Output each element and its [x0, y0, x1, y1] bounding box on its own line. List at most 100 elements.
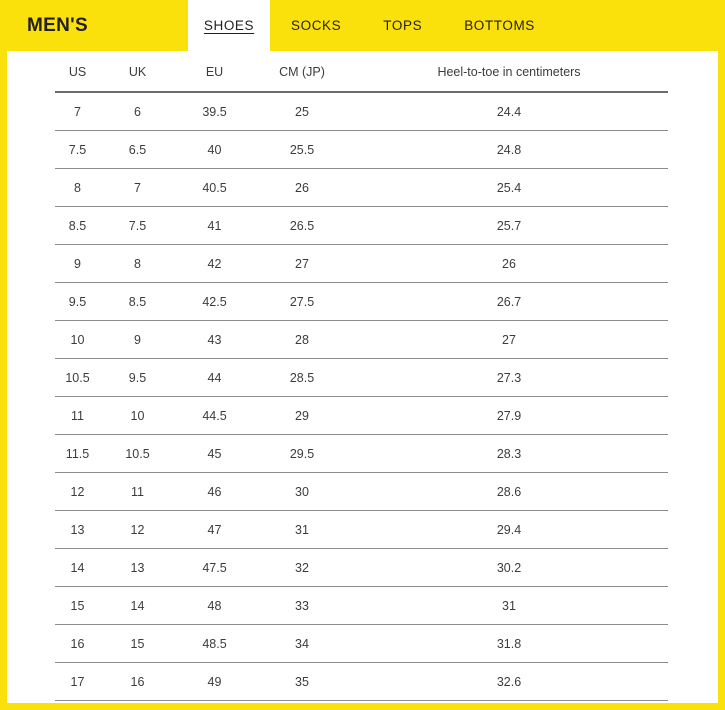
- table-cell: 39.5: [175, 92, 254, 131]
- table-cell: 42.5: [175, 282, 254, 321]
- table-cell: 15: [100, 624, 175, 663]
- table-cell: 40.5: [175, 168, 254, 207]
- table-header-row: US UK EU CM (JP) Heel-to-toe in centimeters: [55, 51, 668, 93]
- tab-shoes[interactable]: SHOES: [188, 0, 270, 51]
- size-conversion-table: US UK EU CM (JP) Heel-to-toe in centimeters …: [55, 51, 668, 701]
- table-cell: 25.7: [350, 206, 668, 245]
- table-row: 8.5 7.5 41 26.5 25.7: [55, 206, 668, 245]
- table-row: 13 12 47 31 29.4: [55, 510, 668, 549]
- table-cell: 9.5: [55, 282, 100, 321]
- table-cell: 26: [254, 168, 350, 207]
- table-cell: 30.2: [350, 548, 668, 587]
- table-cell: 27: [350, 320, 668, 359]
- table-cell: 7: [55, 92, 100, 131]
- table-cell: 11.5: [55, 434, 100, 473]
- table-cell: 28.6: [350, 472, 668, 511]
- table-body: 7 6 39.5 25 24.4 7.5 6.5 40 25.5 24.8 8 7 40.5 26 25.4…: [55, 92, 668, 701]
- table-row: 14 13 47.5 32 30.2: [55, 548, 668, 587]
- table-cell: 27.5: [254, 282, 350, 321]
- column-header: US: [55, 51, 100, 93]
- table-row: 7.5 6.5 40 25.5 24.8: [55, 130, 668, 169]
- table-row: 8 7 40.5 26 25.4: [55, 168, 668, 207]
- table-row: 15 14 48 33 31: [55, 586, 668, 625]
- table-row: 11 10 44.5 29 27.9: [55, 396, 668, 435]
- table-cell: 32: [254, 548, 350, 587]
- table-cell: 7.5: [100, 206, 175, 245]
- table-cell: 49: [175, 662, 254, 701]
- table-cell: 8: [55, 168, 100, 207]
- tab-label: SOCKS: [291, 18, 342, 33]
- table-cell: 47: [175, 510, 254, 549]
- tab-label: BOTTOMS: [464, 18, 535, 33]
- table-cell: 48: [175, 586, 254, 625]
- table-row: 9 8 42 27 26: [55, 244, 668, 283]
- table-cell: 14: [100, 586, 175, 625]
- table-cell: 44: [175, 358, 254, 397]
- size-table-container: US UK EU CM (JP) Heel-to-toe in centimeters …: [55, 51, 668, 701]
- table-cell: 10.5: [100, 434, 175, 473]
- table-cell: 13: [100, 548, 175, 587]
- table-cell: 44.5: [175, 396, 254, 435]
- table-row: 11.5 10.5 45 29.5 28.3: [55, 434, 668, 473]
- column-header: Heel-to-toe in centimeters: [350, 51, 668, 93]
- table-row: 10 9 43 28 27: [55, 320, 668, 359]
- table-cell: 28: [254, 320, 350, 359]
- tab-bottoms[interactable]: BOTTOMS: [443, 0, 556, 51]
- table-cell: 27.9: [350, 396, 668, 435]
- table-cell: 25.4: [350, 168, 668, 207]
- table-cell: 10.5: [55, 358, 100, 397]
- table-row: 16 15 48.5 34 31.8: [55, 624, 668, 663]
- tab-socks[interactable]: SOCKS: [270, 0, 362, 51]
- table-cell: 45: [175, 434, 254, 473]
- table-cell: 32.6: [350, 662, 668, 701]
- table-cell: 16: [55, 624, 100, 663]
- table-cell: 11: [100, 472, 175, 511]
- table-cell: 15: [55, 586, 100, 625]
- table-cell: 25.5: [254, 130, 350, 169]
- category-tab-strip: SHOES SOCKS TOPS BOTTOMS: [188, 0, 556, 51]
- table-cell: 7.5: [55, 130, 100, 169]
- table-row: 17 16 49 35 32.6: [55, 662, 668, 701]
- table-cell: 29.4: [350, 510, 668, 549]
- table-cell: 33: [254, 586, 350, 625]
- table-cell: 31: [350, 586, 668, 625]
- table-cell: 16: [100, 662, 175, 701]
- table-row: 9.5 8.5 42.5 27.5 26.7: [55, 282, 668, 321]
- table-cell: 31.8: [350, 624, 668, 663]
- table-cell: 28.3: [350, 434, 668, 473]
- table-cell: 26.5: [254, 206, 350, 245]
- table-cell: 28.5: [254, 358, 350, 397]
- table-cell: 24.4: [350, 92, 668, 131]
- category-header-bar: MEN'S SHOES SOCKS TOPS BOTTOMS: [0, 0, 725, 51]
- table-cell: 41: [175, 206, 254, 245]
- table-cell: 24.8: [350, 130, 668, 169]
- table-cell: 29.5: [254, 434, 350, 473]
- table-cell: 17: [55, 662, 100, 701]
- table-cell: 6.5: [100, 130, 175, 169]
- table-cell: 8: [100, 244, 175, 283]
- table-cell: 26: [350, 244, 668, 283]
- table-cell: 26.7: [350, 282, 668, 321]
- table-cell: 46: [175, 472, 254, 511]
- table-cell: 31: [254, 510, 350, 549]
- table-cell: 13: [55, 510, 100, 549]
- table-cell: 12: [100, 510, 175, 549]
- table-cell: 40: [175, 130, 254, 169]
- tab-label: SHOES: [203, 18, 255, 33]
- table-cell: 11: [55, 396, 100, 435]
- table-cell: 12: [55, 472, 100, 511]
- table-cell: 27.3: [350, 358, 668, 397]
- column-header: EU: [175, 51, 254, 93]
- table-cell: 8.5: [55, 206, 100, 245]
- table-row: 10.5 9.5 44 28.5 27.3: [55, 358, 668, 397]
- table-cell: 34: [254, 624, 350, 663]
- table-cell: 42: [175, 244, 254, 283]
- table-cell: 27: [254, 244, 350, 283]
- table-cell: 8.5: [100, 282, 175, 321]
- tab-label: TOPS: [383, 18, 423, 33]
- tab-tops[interactable]: TOPS: [362, 0, 443, 51]
- column-header: UK: [100, 51, 175, 93]
- table-cell: 10: [55, 320, 100, 359]
- table-cell: 25: [254, 92, 350, 131]
